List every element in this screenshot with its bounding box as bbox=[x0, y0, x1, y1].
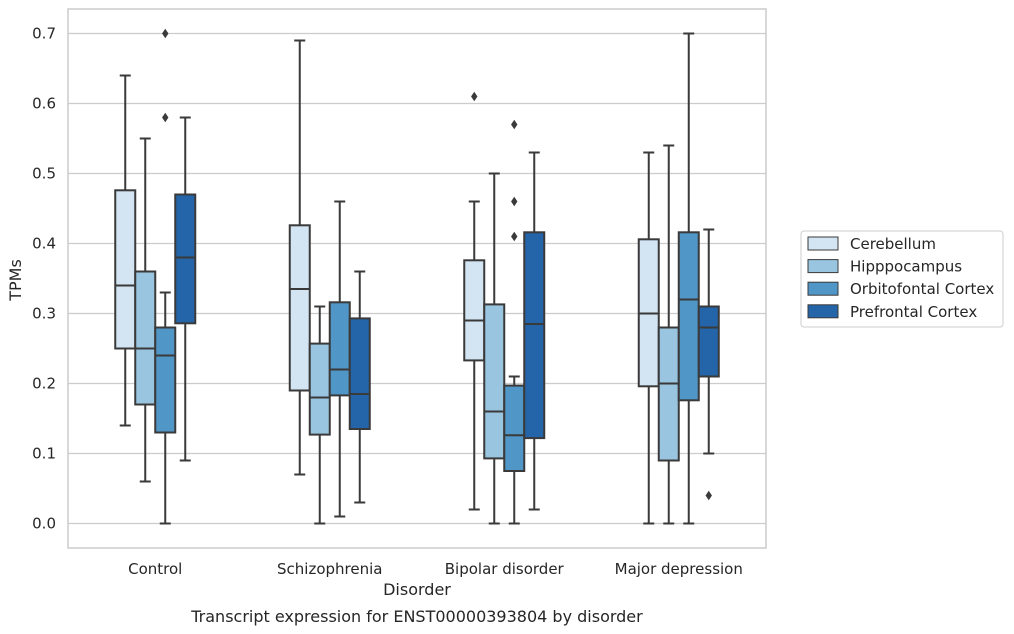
box-0-0 bbox=[114, 74, 137, 427]
box-0-1 bbox=[134, 137, 157, 483]
box-3-1 bbox=[657, 144, 680, 525]
legend-label: Hipppocampus bbox=[850, 258, 962, 276]
y-tick-label: 0.2 bbox=[32, 375, 56, 393]
box-2-1 bbox=[483, 172, 506, 525]
x-tick-label: Major depression bbox=[615, 560, 743, 578]
box-iqr bbox=[174, 193, 197, 325]
y-tick-label: 0.3 bbox=[32, 305, 56, 323]
outlier-point bbox=[705, 490, 712, 501]
box-iqr bbox=[328, 301, 351, 397]
legend-swatch bbox=[807, 304, 839, 319]
outlier-point bbox=[162, 112, 169, 123]
y-tick-label: 0.0 bbox=[32, 515, 56, 533]
x-axis-label: Disorder bbox=[383, 580, 451, 599]
box-groups bbox=[114, 28, 720, 525]
box-iqr bbox=[677, 231, 700, 402]
legend-label: Cerebellum bbox=[850, 235, 936, 253]
box-2-0 bbox=[463, 91, 486, 511]
box-1-2 bbox=[328, 200, 351, 518]
x-axis-ticks: Control Schizophrenia Bipolar disorder Majo… bbox=[128, 560, 743, 578]
legend-swatch bbox=[807, 236, 839, 251]
box-1-1 bbox=[308, 305, 331, 525]
legend-swatch bbox=[807, 281, 839, 296]
outlier-point bbox=[162, 28, 169, 39]
outlier-point bbox=[511, 196, 518, 207]
box-2-3 bbox=[523, 151, 546, 511]
x-tick-label: Schizophrenia bbox=[277, 560, 382, 578]
y-tick-label: 0.1 bbox=[32, 445, 56, 463]
plot-frame bbox=[67, 8, 767, 549]
box-3-2 bbox=[677, 32, 700, 525]
legend-frame bbox=[800, 230, 1004, 328]
box-2-2 bbox=[503, 119, 526, 525]
box-3-0 bbox=[637, 151, 660, 525]
box-iqr bbox=[463, 259, 486, 362]
box-iqr bbox=[483, 303, 506, 460]
box-1-0 bbox=[288, 39, 311, 476]
box-iqr bbox=[503, 384, 526, 473]
outlier-point bbox=[471, 91, 478, 102]
y-axis-label: TPMs bbox=[6, 259, 25, 302]
box-3-3 bbox=[697, 228, 720, 501]
y-axis-ticks: 0.0 0.1 0.2 0.3 0.4 0.5 0.6 0.7 bbox=[32, 25, 56, 533]
legend-label: Orbitofontal Cortex bbox=[850, 280, 994, 298]
figure-caption: Transcript expression for ENST0000039380… bbox=[190, 607, 643, 626]
box-iqr bbox=[697, 305, 720, 378]
box-iqr bbox=[523, 231, 546, 440]
y-tick-label: 0.7 bbox=[32, 25, 56, 43]
box-iqr bbox=[288, 224, 311, 392]
box-0-3 bbox=[174, 116, 197, 462]
box-iqr bbox=[657, 326, 680, 462]
y-tick-label: 0.5 bbox=[32, 165, 56, 183]
legend: Cerebellum Hipppocampus Orbitofontal Corte… bbox=[800, 230, 1004, 328]
box-iqr bbox=[134, 270, 157, 406]
box-iqr bbox=[348, 317, 371, 430]
outlier-point bbox=[511, 119, 518, 130]
outlier-point bbox=[511, 231, 518, 242]
legend-swatch bbox=[807, 259, 839, 274]
box-0-2 bbox=[154, 28, 177, 525]
box-iqr bbox=[154, 326, 177, 434]
box-iqr bbox=[308, 342, 331, 436]
box-1-3 bbox=[348, 270, 371, 504]
x-tick-label: Bipolar disorder bbox=[445, 560, 565, 578]
x-tick-label: Control bbox=[128, 560, 182, 578]
box-iqr bbox=[114, 189, 137, 350]
legend-label: Prefrontal Cortex bbox=[850, 303, 977, 321]
y-tick-label: 0.4 bbox=[32, 235, 56, 253]
y-tick-label: 0.6 bbox=[32, 95, 56, 113]
